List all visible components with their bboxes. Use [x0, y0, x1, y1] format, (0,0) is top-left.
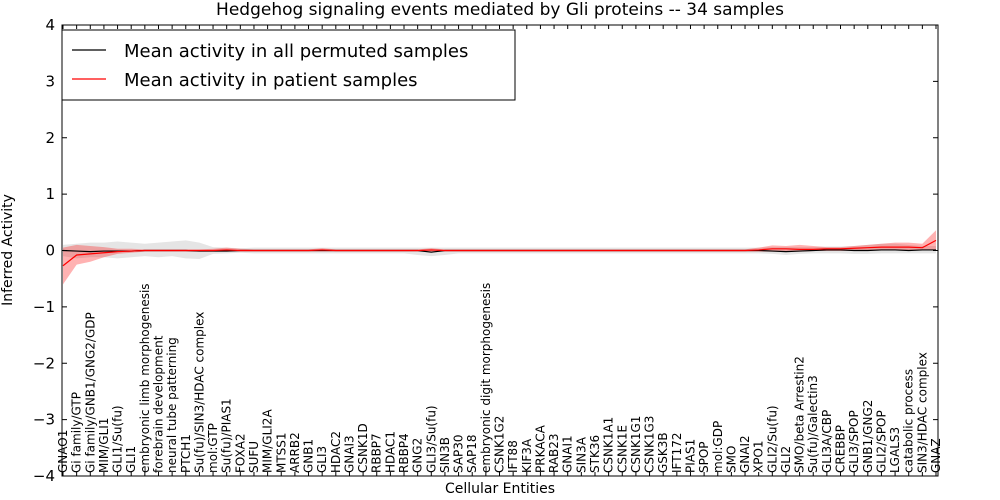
x-tick-label: CSNK1D: [356, 423, 370, 473]
x-tick-label: ARRB2: [288, 432, 302, 473]
x-tick-label: SPOP: [697, 441, 711, 473]
x-tick-label: Su(fu)/PIAS1: [220, 398, 234, 473]
legend-label-patient: Mean activity in patient samples: [124, 70, 418, 91]
x-tick-label: STK36: [588, 435, 602, 473]
x-tick-labels: GNAO1 Gi family/GTP Gi family/GNB1/GNG2/GD…: [56, 283, 943, 473]
x-tick-label: Gi family/GNB1/GNG2/GDP: [83, 312, 97, 473]
x-tick-label: GSK3B: [656, 432, 670, 473]
confidence-bands: [63, 230, 936, 285]
x-tick-label: GNAI2: [738, 435, 752, 473]
x-tick-label: PRKACA: [533, 424, 547, 473]
x-tick-label: KIF3A: [520, 438, 534, 473]
x-tick-label: PIAS1: [683, 439, 697, 473]
x-tick-label: HDAC1: [383, 431, 397, 473]
x-tick-label: LGALS3: [888, 427, 902, 473]
x-tick-label: catabolic process: [902, 369, 916, 473]
x-tick-label: MTSS1: [274, 432, 288, 473]
y-tick-label: −4: [33, 467, 55, 485]
x-tick-label: forebrain development: [151, 335, 165, 473]
x-tick-label: SUFU: [247, 441, 261, 473]
x-tick-label: Su(fu)/Galectin3: [806, 375, 820, 473]
x-tick-label: CSNK1A1: [602, 417, 616, 473]
line-series-1: [62, 239, 937, 267]
x-tick-label: GNB1/GNG2: [861, 400, 875, 473]
x-tick-label: GLI2/SPOP: [874, 410, 888, 473]
legend-box: [61, 29, 516, 101]
x-tick-label: GLI1: [124, 446, 138, 473]
y-tick-label: −2: [33, 354, 55, 372]
x-tick-label: SIN3B: [438, 437, 452, 473]
x-tick-label: GLI2: [779, 446, 793, 473]
x-tick-label: mol:GTP: [206, 423, 220, 473]
legend-label-permuted: Mean activity in all permuted samples: [124, 41, 468, 62]
x-tick-label: CSNK1G2: [493, 416, 507, 473]
x-tick-label: SMO: [724, 446, 738, 473]
x-tick-label: GLI3/SPOP: [847, 410, 861, 473]
x-tick-label: mol:GDP: [711, 421, 725, 473]
legend: Mean activity in all permuted samples Me…: [61, 29, 516, 101]
x-tick-label: SMO/beta Arrestin2: [793, 356, 807, 473]
x-tick-label: HDAC2: [329, 431, 343, 473]
x-tick-label: RAB23: [547, 433, 561, 473]
y-tick-labels: 4 3 2 1 0 −1 −2 −3 −4: [33, 16, 55, 485]
chart-title: Hedgehog signaling events mediated by Gl…: [216, 0, 784, 20]
x-tick-label: MIM/GLI2A: [261, 409, 275, 473]
band-series-0: [63, 240, 936, 259]
series-lines: [62, 239, 937, 267]
x-tick-label: GLI3A/CBP: [820, 410, 834, 473]
y-tick-label: 3: [45, 72, 55, 90]
x-axis-label: Cellular Entities: [445, 481, 555, 497]
x-tick-label: GLI3: [315, 446, 329, 473]
y-tick-label: 4: [45, 16, 55, 34]
y-tick-label: 1: [45, 185, 55, 203]
x-tick-label: SAP18: [465, 434, 479, 473]
x-tick-label: embryonic digit morphogenesis: [479, 283, 493, 473]
x-tick-label: PTCH1: [179, 434, 193, 473]
x-tick-label: CREBBP: [834, 425, 848, 473]
x-tick-label: GLI3/Su(fu): [424, 405, 438, 473]
y-tick-label: −1: [33, 298, 55, 316]
x-tick-label: GNAZ: [929, 438, 943, 473]
y-tick-label: 0: [45, 242, 55, 260]
x-tick-label: SIN3/HDAC complex: [915, 352, 929, 473]
x-tick-label: FOXA2: [233, 433, 247, 473]
x-tick-label: IFT172: [670, 433, 684, 473]
x-tick-label: GNAI1: [561, 435, 575, 473]
y-tick-label: −3: [33, 411, 55, 429]
x-tick-label: embryonic limb morphogenesis: [138, 283, 152, 473]
x-tick-label: CSNK1E: [615, 425, 629, 473]
x-tick-label: CSNK1G3: [643, 416, 657, 473]
y-tick-label: 2: [45, 129, 55, 147]
x-tick-label: GLI1/Su(fu): [111, 405, 125, 473]
x-tick-label: CSNK1G1: [629, 416, 643, 473]
x-tick-label: SAP30: [452, 434, 466, 473]
axis-ticks: [62, 24, 938, 477]
x-tick-label: GNB1: [302, 439, 316, 473]
x-tick-label: SIN3A: [574, 436, 588, 473]
x-tick-label: GLI2/Su(fu): [765, 405, 779, 473]
x-tick-label: Su(fu)/SIN3/HDAC complex: [192, 312, 206, 473]
x-tick-label: MIM/GLI1: [97, 418, 111, 473]
x-tick-label: RBBP4: [397, 433, 411, 473]
x-tick-label: neural tube patterning: [165, 337, 179, 473]
x-tick-label: GNAO1: [56, 430, 70, 473]
x-tick-label: GNAI3: [342, 435, 356, 473]
x-tick-label: RBBP7: [370, 433, 384, 473]
x-tick-label: Gi family/GTP: [70, 392, 84, 473]
x-tick-label: XPO1: [752, 440, 766, 473]
x-tick-label: IFT88: [506, 440, 520, 473]
y-axis-label: Inferred Activity: [0, 194, 16, 306]
x-tick-label: GNG2: [411, 438, 425, 473]
